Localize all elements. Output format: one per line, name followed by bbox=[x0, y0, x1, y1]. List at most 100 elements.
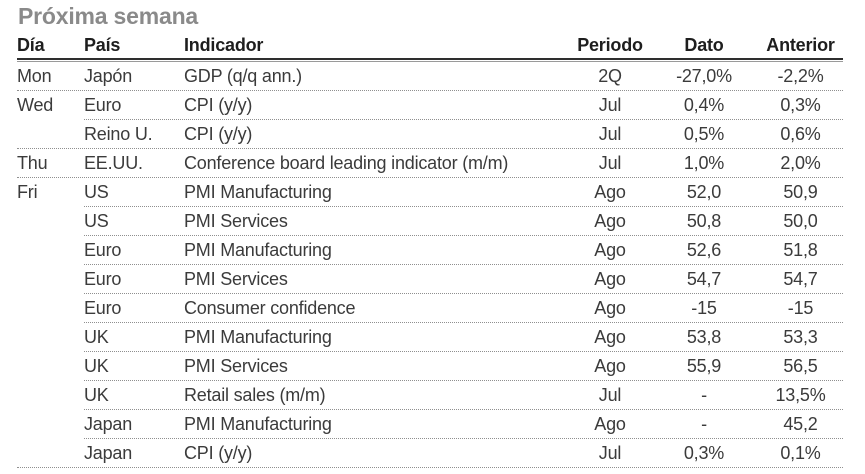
cell-dato: 0,4% bbox=[683, 95, 725, 115]
cell-pais: Euro bbox=[84, 95, 122, 115]
cell-anterior: 45,2 bbox=[783, 414, 818, 434]
cell-dato: 52,0 bbox=[686, 182, 722, 202]
table-row: UK PMI Manufacturing Ago 53,8 53,3 bbox=[17, 323, 843, 352]
table-row: Japan PMI Manufacturing Ago - 45,2 bbox=[17, 410, 843, 439]
table-row: US PMI Services Ago 50,8 50,0 bbox=[17, 207, 843, 236]
cell-dato: - bbox=[701, 385, 707, 405]
cell-periodo: Ago bbox=[594, 182, 626, 202]
cell-pais: US bbox=[84, 182, 109, 202]
cell-periodo: Jul bbox=[598, 385, 622, 405]
cell-indicador: PMI Manufacturing bbox=[184, 240, 332, 260]
table-row: Mon Japón GDP (q/q ann.) 2Q -27,0% -2,2% bbox=[17, 62, 843, 91]
cell-periodo: Jul bbox=[598, 95, 622, 115]
cell-indicador: Conference board leading indicator (m/m) bbox=[184, 153, 509, 173]
cell-pais: UK bbox=[84, 327, 109, 347]
cell-indicador: PMI Services bbox=[184, 211, 288, 231]
col-header-periodo: Periodo bbox=[577, 34, 643, 55]
table-header-row: Día País Indicador Periodo Dato Anterior bbox=[17, 32, 843, 58]
cell-periodo: Ago bbox=[594, 269, 626, 289]
cell-pais: US bbox=[84, 211, 109, 231]
table-row: Thu EE.UU. Conference board leading indi… bbox=[17, 149, 843, 178]
cell-indicador: CPI (y/y) bbox=[184, 443, 253, 463]
cell-indicador: PMI Manufacturing bbox=[184, 182, 332, 202]
cell-anterior: 0,3% bbox=[780, 95, 821, 115]
cell-indicador: Retail sales (m/m) bbox=[184, 385, 326, 405]
col-header-dato: Dato bbox=[684, 34, 724, 55]
page: Próxima semana Día País Indicador Period… bbox=[17, 3, 843, 468]
cell-dia: Mon bbox=[17, 66, 52, 86]
cell-pais: Euro bbox=[84, 240, 122, 260]
cell-periodo: Ago bbox=[594, 240, 626, 260]
cell-indicador: GDP (q/q ann.) bbox=[184, 66, 302, 86]
cell-anterior: 51,8 bbox=[783, 240, 818, 260]
cell-periodo: Ago bbox=[594, 327, 626, 347]
cell-pais: Euro bbox=[84, 298, 122, 318]
cell-dato: 54,7 bbox=[686, 269, 722, 289]
economic-calendar-table: Día País Indicador Periodo Dato Anterior… bbox=[17, 32, 843, 468]
cell-indicador: Consumer confidence bbox=[184, 298, 356, 318]
cell-indicador: PMI Manufacturing bbox=[184, 327, 332, 347]
table-row: Euro PMI Services Ago 54,7 54,7 bbox=[17, 265, 843, 294]
cell-dato: 1,0% bbox=[683, 153, 725, 173]
cell-periodo: Jul bbox=[598, 124, 622, 144]
cell-dato: 53,8 bbox=[686, 327, 722, 347]
cell-anterior: 0,6% bbox=[780, 124, 821, 144]
col-header-anterior: Anterior bbox=[766, 34, 835, 55]
cell-indicador: CPI (y/y) bbox=[184, 124, 253, 144]
cell-periodo: Ago bbox=[594, 356, 626, 376]
cell-dia: Wed bbox=[17, 95, 54, 115]
cell-anterior: -15 bbox=[787, 298, 814, 318]
cell-indicador: PMI Services bbox=[184, 269, 288, 289]
cell-anterior: 50,9 bbox=[783, 182, 818, 202]
cell-dato: 0,3% bbox=[683, 443, 725, 463]
cell-pais: Japan bbox=[84, 443, 133, 463]
cell-dato: 52,6 bbox=[686, 240, 722, 260]
table-row: UK Retail sales (m/m) Jul - 13,5% bbox=[17, 381, 843, 410]
cell-periodo: Jul bbox=[598, 153, 622, 173]
cell-dato: -15 bbox=[691, 298, 717, 318]
col-header-pais: País bbox=[84, 34, 121, 55]
cell-periodo: 2Q bbox=[598, 66, 622, 86]
col-header-indicador: Indicador bbox=[184, 34, 264, 55]
cell-dia: Fri bbox=[17, 182, 38, 202]
cell-dia: Thu bbox=[17, 153, 48, 173]
cell-dato: -27,0% bbox=[676, 66, 732, 86]
cell-anterior: 50,0 bbox=[783, 211, 818, 231]
cell-dato: 55,9 bbox=[686, 356, 722, 376]
col-header-dia: Día bbox=[17, 34, 45, 55]
table-row: UK PMI Services Ago 55,9 56,5 bbox=[17, 352, 843, 381]
table-row: Euro PMI Manufacturing Ago 52,6 51,8 bbox=[17, 236, 843, 265]
cell-indicador: CPI (y/y) bbox=[184, 95, 253, 115]
cell-periodo: Ago bbox=[594, 414, 626, 434]
cell-pais: Japón bbox=[84, 66, 133, 86]
cell-pais: UK bbox=[84, 385, 109, 405]
table-row: Fri US PMI Manufacturing Ago 52,0 50,9 bbox=[17, 178, 843, 207]
cell-anterior: 13,5% bbox=[775, 385, 826, 405]
table-row: Wed Euro CPI (y/y) Jul 0,4% 0,3% bbox=[17, 91, 843, 120]
table-row: Euro Consumer confidence Ago -15 -15 bbox=[17, 294, 843, 323]
cell-dato: 0,5% bbox=[683, 124, 725, 144]
cell-anterior: 56,5 bbox=[783, 356, 818, 376]
cell-indicador: PMI Services bbox=[184, 356, 288, 376]
cell-dato: - bbox=[701, 414, 707, 434]
cell-pais: UK bbox=[84, 356, 109, 376]
cell-anterior: 53,3 bbox=[783, 327, 818, 347]
table-row: Japan CPI (y/y) Jul 0,3% 0,1% bbox=[17, 439, 843, 468]
cell-anterior: -2,2% bbox=[777, 66, 824, 86]
cell-dato: 50,8 bbox=[686, 211, 722, 231]
header-rule-divider bbox=[17, 58, 843, 62]
cell-periodo: Ago bbox=[594, 211, 626, 231]
cell-periodo: Jul bbox=[598, 443, 622, 463]
cell-periodo: Ago bbox=[594, 298, 626, 318]
cell-anterior: 2,0% bbox=[780, 153, 821, 173]
cell-anterior: 0,1% bbox=[780, 443, 821, 463]
page-title: Próxima semana bbox=[18, 3, 199, 29]
cell-pais: EE.UU. bbox=[84, 153, 143, 173]
table-row: Reino U. CPI (y/y) Jul 0,5% 0,6% bbox=[17, 120, 843, 149]
cell-pais: Japan bbox=[84, 414, 133, 434]
cell-pais: Euro bbox=[84, 269, 122, 289]
cell-anterior: 54,7 bbox=[783, 269, 818, 289]
cell-indicador: PMI Manufacturing bbox=[184, 414, 332, 434]
table-body: Mon Japón GDP (q/q ann.) 2Q -27,0% -2,2%… bbox=[17, 62, 843, 468]
cell-pais: Reino U. bbox=[84, 124, 153, 144]
